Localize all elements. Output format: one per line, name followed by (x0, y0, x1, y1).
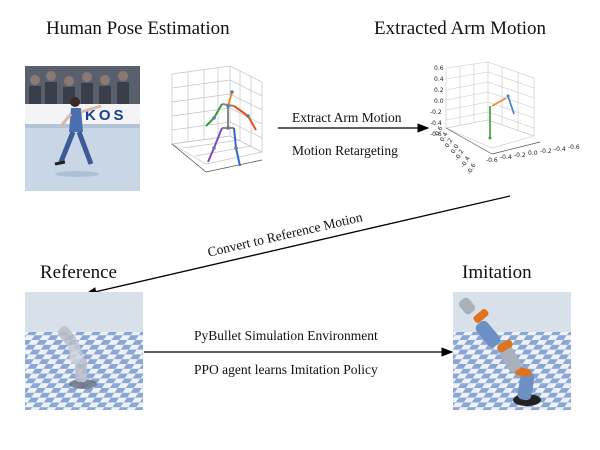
x-tick: -0.2 (514, 152, 526, 159)
reference-robot (57, 326, 97, 389)
banner-text: KOS (85, 107, 127, 124)
x-tick: 0.0 (528, 150, 538, 157)
z-tick: 0.0 (434, 98, 444, 105)
bottom-arrow-label-2: PPO agent learns Imitation Policy (194, 362, 378, 377)
top-arrow-label-1: Extract Arm Motion (292, 110, 402, 125)
reference-render (25, 292, 143, 410)
z-tick: 0.6 (434, 65, 444, 72)
skater-figure (54, 97, 102, 166)
top-arrow-label-2: Motion Retargeting (292, 143, 398, 158)
z-tick: 0.2 (434, 87, 444, 94)
z-tick: 0.4 (434, 76, 444, 83)
x-tick: -0.2 (540, 148, 552, 155)
x-tick: -0.6 (486, 157, 498, 164)
z-tick: -0.2 (430, 109, 442, 116)
diagonal-arrow (84, 195, 511, 297)
skeleton-figure (205, 90, 257, 167)
y-tick: 0.4 (439, 131, 450, 143)
z-tick: -0.4 (430, 120, 442, 127)
x-tick: -0.4 (554, 146, 566, 153)
x-tick: -0.6 (568, 144, 580, 151)
x-tick: -0.4 (500, 154, 512, 161)
bottom-arrow-label-1: PyBullet Simulation Environment (194, 328, 378, 343)
y-tick: 0.2 (444, 137, 455, 149)
y-tick: 0.0 (450, 143, 461, 155)
pose-estimation-title: Human Pose Estimation (46, 18, 230, 39)
arm-motion-plot: 0.6 0.4 0.2 0.0 -0.2 -0.4 -0.6 0.6 0.4 0… (430, 61, 580, 176)
imitation-robot (458, 297, 541, 406)
reference-title: Reference (40, 262, 117, 283)
imitation-title: Imitation (462, 262, 532, 283)
arm-motion-title: Extracted Arm Motion (374, 18, 547, 39)
skeleton-3d-plot (170, 65, 264, 173)
z-tick: -0.6 (430, 131, 442, 138)
skater-photo: KOS (25, 66, 140, 191)
arm-motion-lines (488, 94, 515, 140)
imitation-render (453, 292, 571, 410)
y-tick: 0.6 (434, 125, 445, 137)
